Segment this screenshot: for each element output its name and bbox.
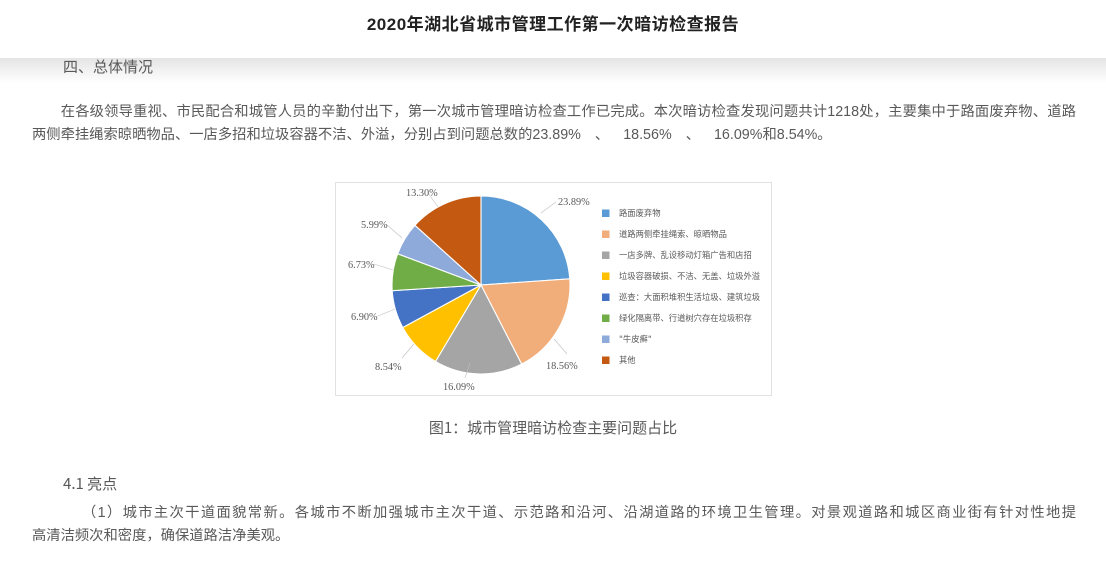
svg-text:6.90%: 6.90% <box>351 312 378 323</box>
svg-text:其他: 其他 <box>619 354 636 366</box>
svg-text:"牛皮癣": "牛皮癣" <box>619 333 652 345</box>
svg-text:一店多牌、乱设移动灯箱广告和店招: 一店多牌、乱设移动灯箱广告和店招 <box>619 249 752 261</box>
svg-text:巡查：大面积堆积生活垃圾、建筑垃圾: 巡查：大面积堆积生活垃圾、建筑垃圾 <box>619 291 761 303</box>
svg-text:垃圾容器破损、不洁、无盖、垃圾外溢: 垃圾容器破损、不洁、无盖、垃圾外溢 <box>619 270 760 282</box>
svg-text:绿化隔离带、行道树穴存在垃圾积存: 绿化隔离带、行道树穴存在垃圾积存 <box>619 312 752 324</box>
svg-text:6.73%: 6.73% <box>348 260 375 271</box>
svg-text:路面废弃物: 路面废弃物 <box>619 207 661 219</box>
svg-text:13.30%: 13.30% <box>406 188 438 199</box>
svg-text:23.89%: 23.89% <box>558 197 590 208</box>
svg-text:16.09%: 16.09% <box>443 382 475 393</box>
svg-text:道路两侧牵挂绳索、晾晒物品: 道路两侧牵挂绳索、晾晒物品 <box>619 228 727 240</box>
svg-text:5.99%: 5.99% <box>361 220 388 231</box>
svg-text:18.56%: 18.56% <box>546 361 578 372</box>
svg-text:8.54%: 8.54% <box>375 362 402 373</box>
